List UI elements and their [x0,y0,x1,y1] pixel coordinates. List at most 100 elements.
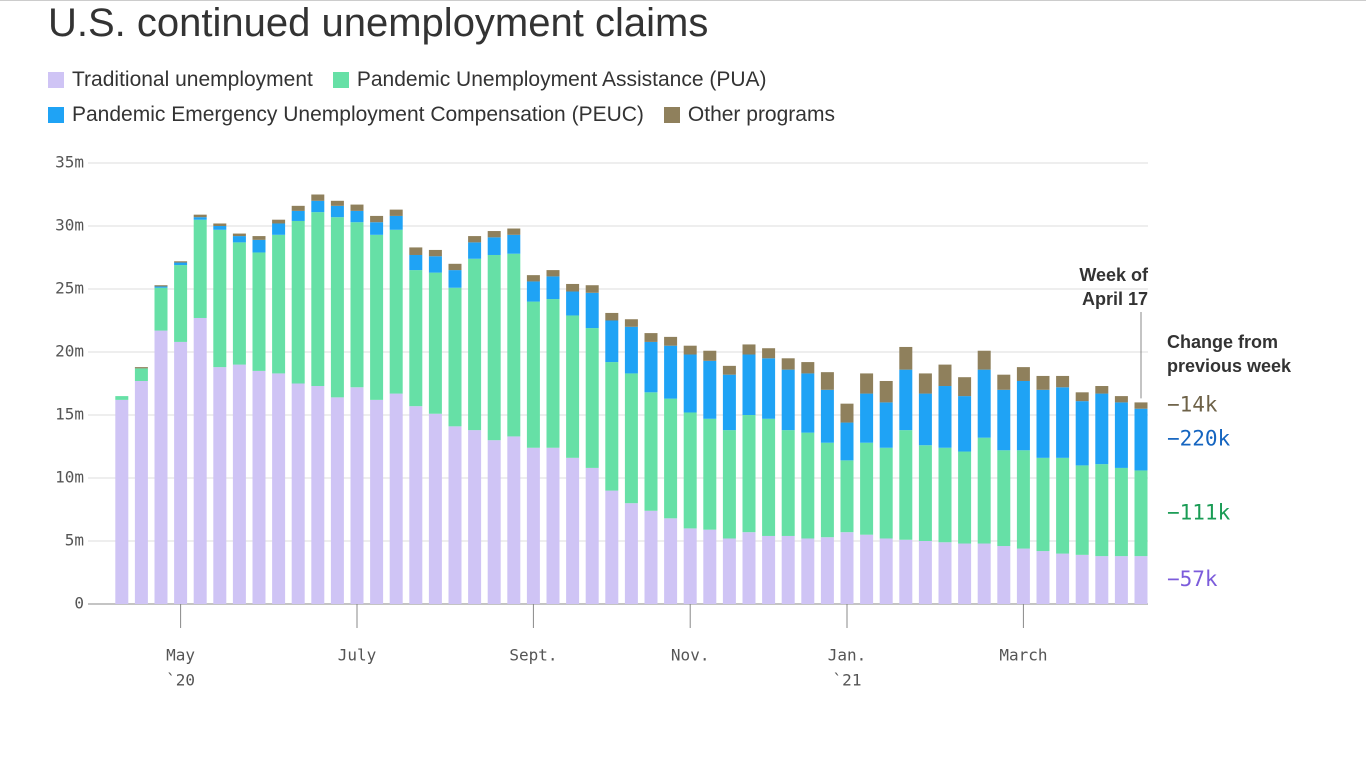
bar-segment [879,538,893,604]
bar-segment [389,209,403,216]
bar-segment [1056,387,1070,458]
bar-segment [428,413,442,604]
bar-segment [585,285,599,293]
bar-segment [350,204,364,211]
legend-item: Traditional unemployment [48,62,313,97]
bar-segment [1075,401,1089,466]
bar-segment [389,229,403,394]
bar-segment [448,287,462,427]
bar-segment [820,372,834,390]
bar-segment [213,226,227,230]
y-tick-label: 20m [55,342,84,361]
bar-segment [840,532,854,604]
bar-segment [644,333,658,342]
bar-segment [1114,396,1128,403]
bar-segment [879,380,893,403]
bar-segment [193,217,207,220]
bar-segment [703,418,717,530]
bar-segment [428,249,442,257]
bar-segment [762,358,776,419]
bar-segment [624,373,638,504]
bar-segment [193,219,207,318]
bar-segment [860,393,874,443]
legend-label: Pandemic Emergency Unemployment Compensa… [72,102,644,126]
bar-segment [958,543,972,604]
x-year-label: `20 [166,671,195,690]
bar-segment [311,200,325,213]
bar-segment [154,287,168,331]
bar-segment [389,215,403,230]
bar-segment [1134,408,1148,471]
bar-segment [1075,554,1089,604]
bar-segment [330,217,344,398]
bar-segment [977,350,991,370]
bar-segment [507,228,521,235]
bar-segment [507,436,521,604]
x-tick-label: May [166,646,195,665]
bar-segment [487,231,501,238]
bar-segment [154,286,168,288]
bar-segment [1075,392,1089,402]
bar-segment [801,362,815,374]
bar-segment [742,354,756,415]
legend: Traditional unemployment Pandemic Unemplo… [48,62,928,132]
x-tick-label: Sept. [509,646,557,665]
bar-segment [624,326,638,374]
bar-segment [860,534,874,604]
bar-segment [566,315,580,458]
bar-segment [272,234,286,374]
bar-segment [526,275,540,282]
bar-segment [683,354,697,413]
y-tick-label: 35m [55,153,84,172]
bar-segment [605,312,619,321]
bar-segment [1036,375,1050,390]
bar-segment [448,270,462,288]
bar-segment [683,412,697,529]
bar-segment [918,445,932,541]
bar-segment [918,393,932,446]
change-label: −220k [1167,427,1231,451]
bar-segment [526,301,540,448]
bar-segment [1095,393,1109,465]
bar-segment [722,430,736,539]
bar-segment [1016,548,1030,604]
bar-segment [781,430,795,536]
bar-segment [448,263,462,271]
bar-segment [918,373,932,394]
y-tick-label: 15m [55,405,84,424]
bar-segment [311,212,325,387]
bar-segment [899,539,913,604]
bar-segment [291,220,305,384]
bar-segment [1016,380,1030,451]
bar-segment [938,542,952,604]
bar-segment [1095,386,1109,394]
bar-segment [879,447,893,539]
bar-segment [252,370,266,604]
bar-segment [272,219,286,224]
bar-segment [860,442,874,535]
bar-segment [1016,450,1030,549]
bar-segment [899,369,913,431]
bar-segment [997,450,1011,547]
bar-segment [1016,367,1030,381]
bar-segment [546,299,560,448]
bar-segment [1036,457,1050,552]
bar-segment [703,529,717,604]
bar-segment [330,200,344,206]
bar-segment [624,319,638,327]
bar-segment [468,258,482,431]
x-tick-label: July [338,646,377,665]
bar-segment [918,541,932,604]
bar-segment [997,389,1011,451]
bar-segment [1114,467,1128,557]
bar-segment [605,362,619,491]
bar-segment [566,283,580,292]
bar-segment [664,345,678,399]
bar-segment [350,222,364,388]
bar-segment [644,392,658,511]
bar-segment [252,239,266,253]
bar-segment [232,236,246,243]
bar-segment [193,317,207,604]
bar-segment [1095,464,1109,557]
bar-segment [272,373,286,604]
